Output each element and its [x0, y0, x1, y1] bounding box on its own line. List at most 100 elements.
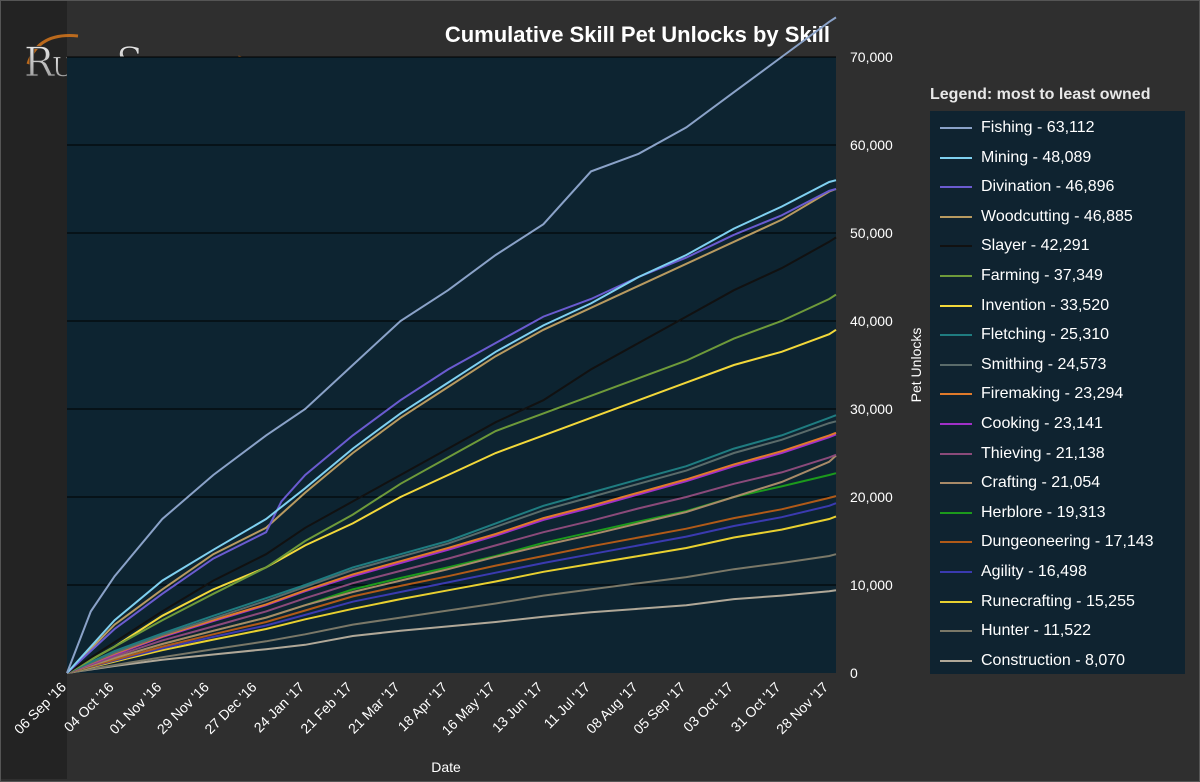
legend-label: Divination - 46,896 [981, 178, 1115, 196]
legend-item: Fletching - 25,310 [940, 323, 1109, 347]
series-line-dungeoneering [66, 495, 837, 674]
x-axis-title: Date [431, 759, 461, 775]
series-line-farming [66, 293, 837, 674]
series-line-divination [66, 188, 837, 674]
series-line-mining [66, 179, 837, 674]
series-line-invention [66, 328, 837, 674]
legend-item: Smithing - 24,573 [940, 353, 1106, 377]
legend-label: Fletching - 25,310 [981, 326, 1110, 344]
x-tick-label: 21 Mar '17 [345, 679, 403, 737]
chart-title: Cumulative Skill Pet Unlocks by Skill [444, 22, 830, 47]
legend-swatch [940, 304, 972, 307]
legend-item: Woodcutting - 46,885 [940, 205, 1133, 229]
legend-swatch [940, 630, 972, 633]
legend-swatch [940, 393, 972, 396]
x-tick-label: 06 Sep '16 [11, 679, 69, 737]
legend-item: Firemaking - 23,294 [940, 382, 1123, 406]
series-line-fletching [66, 414, 837, 674]
y-tick-label: 20,000 [850, 489, 893, 505]
y-tick-label: 50,000 [850, 225, 893, 241]
legend: Fishing - 63,112 Mining - 48,089 Divinatio… [930, 111, 1185, 674]
legend-item: Invention - 33,520 [940, 294, 1109, 318]
legend-label: Cooking - 23,141 [981, 415, 1103, 432]
legend-swatch [940, 275, 972, 277]
legend-swatch [940, 334, 972, 337]
legend-swatch [940, 423, 972, 425]
y-tick-label: 70,000 [850, 49, 893, 65]
x-tick-label: 13 Jun '17 [489, 679, 546, 736]
x-tick-label: 03 Oct '17 [680, 679, 736, 735]
legend-swatch [940, 452, 972, 455]
x-tick-label: 27 Dec '16 [201, 679, 259, 737]
legend-label: Agility - 16,498 [981, 563, 1087, 580]
x-tick-label: 28 Nov '17 [773, 679, 831, 737]
legend-swatch [940, 659, 972, 662]
legend-swatch [940, 511, 972, 514]
series-line-firemaking [66, 431, 837, 674]
legend-label: Firemaking - 23,294 [981, 385, 1124, 403]
x-tick-label: 05 Sep '17 [630, 679, 688, 737]
legend-item: Mining - 48,089 [940, 146, 1091, 170]
series-line-smithing [66, 420, 837, 674]
legend-label: Mining - 48,089 [981, 148, 1092, 166]
legend-item: Cooking - 23,141 [940, 412, 1103, 436]
y-tick-label: 60,000 [850, 137, 893, 153]
legend-label: Farming - 37,349 [981, 267, 1103, 284]
y-tick-label: 40,000 [850, 313, 893, 329]
legend-label: Construction - 8,070 [981, 651, 1126, 669]
legend-item: Slayer - 42,291 [940, 234, 1090, 258]
y-tick-label: 0 [850, 665, 858, 681]
left-margin-strip [1, 1, 67, 779]
legend-swatch [940, 600, 972, 603]
legend-item: Hunter - 11,522 [940, 619, 1091, 643]
legend-label: Dungeoneering - 17,143 [981, 533, 1154, 551]
series-line-crafting [66, 454, 837, 674]
legend-item: Thieving - 21,138 [940, 442, 1105, 466]
legend-swatch [940, 186, 972, 189]
legend-label: Slayer - 42,291 [981, 237, 1090, 255]
legend-item: Runecrafting - 15,255 [940, 590, 1135, 614]
legend-label: Thieving - 21,138 [981, 444, 1105, 462]
legend-swatch [940, 127, 972, 129]
series-lines [66, 16, 837, 674]
legend-item: Agility - 16,498 [940, 560, 1087, 584]
legend-item: Dungeoneering - 17,143 [940, 530, 1154, 554]
legend-item: Divination - 46,896 [940, 175, 1114, 199]
legend-label: Herblore - 19,313 [981, 503, 1106, 521]
y-axis-title: Pet Unlocks [908, 328, 924, 403]
series-line-construction [66, 589, 837, 674]
y-axis-ticks: 0 10,000 20,000 30,000 40,000 50,000 60,000 70,… [850, 49, 893, 681]
legend-item: Herblore - 19,313 [940, 501, 1106, 525]
legend-item: Fishing - 63,112 [940, 116, 1095, 140]
gridlines [67, 56, 836, 586]
legend-swatch [940, 571, 972, 573]
series-line-fishing [66, 16, 837, 674]
series-line-hunter [66, 553, 837, 674]
legend-swatch [940, 156, 972, 159]
legend-swatch [940, 541, 972, 544]
series-line-agility [66, 502, 837, 674]
legend-swatch [940, 245, 972, 248]
legend-item: Construction - 8,070 [940, 649, 1125, 673]
legend-label: Runecrafting - 15,255 [981, 592, 1135, 610]
series-line-thieving [66, 453, 837, 674]
legend-label: Woodcutting - 46,885 [981, 207, 1133, 225]
legend-label: Fishing - 63,112 [981, 119, 1095, 136]
svg-text:R: R [24, 40, 56, 86]
legend-swatch [940, 363, 972, 366]
legend-label: Hunter - 11,522 [981, 622, 1091, 640]
series-line-woodcutting [66, 188, 837, 674]
legend-swatch [940, 215, 972, 218]
series-line-slayer [66, 236, 837, 674]
series-line-runecrafting [66, 515, 837, 674]
legend-label: Invention - 33,520 [981, 296, 1110, 314]
legend-title: Legend: most to least owned [930, 86, 1151, 103]
legend-label: Crafting - 21,054 [981, 474, 1101, 492]
legend-label: Smithing - 24,573 [981, 355, 1107, 373]
legend-swatch [940, 482, 972, 485]
legend-item: Farming - 37,349 [940, 264, 1103, 288]
legend-item: Crafting - 21,054 [940, 471, 1100, 495]
y-tick-label: 30,000 [850, 401, 893, 417]
